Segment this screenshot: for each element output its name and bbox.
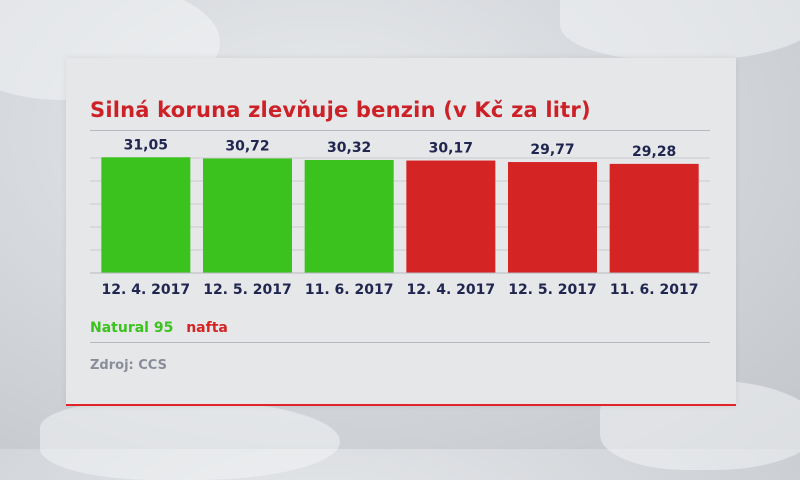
value-label-6: 29,28 — [632, 144, 676, 160]
value-label-4: 30,17 — [429, 141, 473, 157]
x-tick-label-4: 12. 4. 2017 — [407, 282, 496, 298]
value-label-5: 29,77 — [530, 142, 574, 158]
bar-3 — [304, 159, 394, 273]
source-note: Zdroj: CCS — [90, 358, 167, 373]
x-tick-label-3: 11. 6. 2017 — [305, 282, 394, 298]
title-divider — [90, 130, 710, 131]
bar-2 — [203, 158, 292, 273]
background-map-shape — [40, 400, 340, 480]
bar-5 — [508, 162, 597, 273]
x-tick-label-1: 12. 4. 2017 — [102, 282, 191, 298]
chart-panel: Silná koruna zlevňuje benzin (v Kč za li… — [66, 58, 736, 406]
x-tick-label-5: 12. 5. 2017 — [508, 282, 597, 298]
bar-6 — [609, 163, 699, 273]
value-label-1: 31,05 — [124, 137, 168, 153]
value-label-2: 30,72 — [225, 138, 269, 154]
x-tick-label-6: 11. 6. 2017 — [610, 282, 699, 298]
legend-item-nafta: nafta — [186, 320, 228, 336]
legend: Natural 95 nafta — [90, 320, 236, 336]
legend-item-natural95: Natural 95 — [90, 320, 174, 336]
legend-divider — [90, 342, 710, 343]
x-tick-label-2: 12. 5. 2017 — [203, 282, 292, 298]
bar-4 — [406, 160, 496, 273]
bar-1 — [101, 157, 191, 273]
accent-line — [66, 404, 736, 406]
background-map-shape — [560, 0, 800, 60]
chart-title: Silná koruna zlevňuje benzin (v Kč za li… — [90, 98, 591, 122]
value-label-3: 30,32 — [327, 140, 371, 156]
bar-chart: 31,05 12. 4. 2017 30,72 12. 5. 2017 30,32 11.… — [90, 137, 710, 298]
